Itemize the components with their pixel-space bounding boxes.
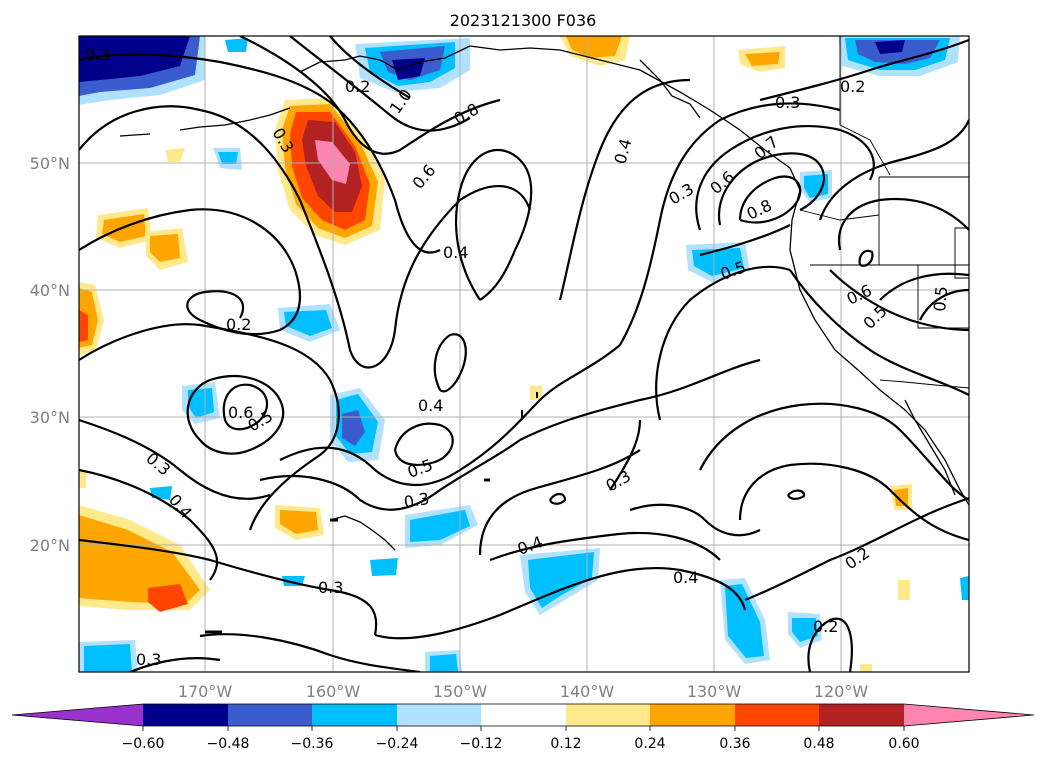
colorbar-tick-label: −0.48 xyxy=(207,736,250,752)
contour-label: 0.3 xyxy=(318,578,343,597)
colorbar-segment xyxy=(650,704,735,726)
contour-label: 0.2 xyxy=(840,77,865,96)
contour-label: 0.3 xyxy=(775,93,800,112)
lon-label: 160°W xyxy=(306,682,361,701)
contour-label: 0.3 xyxy=(136,650,161,669)
colorbar-segment xyxy=(566,704,650,726)
longitude-labels: 170°W 160°W 150°W 140°W 130°W 120°W xyxy=(178,682,869,701)
colorbar-ticks xyxy=(142,726,905,731)
lat-label: 20°N xyxy=(30,536,70,555)
colorbar-tick-label: −0.36 xyxy=(291,736,334,752)
graticule xyxy=(79,36,969,672)
contour-label: 0.2 xyxy=(226,315,251,334)
colorbar-segment xyxy=(397,704,481,726)
colorbar-segment xyxy=(735,704,819,726)
lon-label: 150°W xyxy=(433,682,488,701)
contour-label: 0.4 xyxy=(443,243,468,262)
colorbar-segment xyxy=(819,704,904,726)
map-panel: 0.3 0.2 1.0 0.8 0.3 0.2 0.3 0.6 0.4 0.4 … xyxy=(78,35,970,673)
colorbar-tick-label: −0.60 xyxy=(122,736,165,752)
map-title: 2023121300 F036 xyxy=(450,11,597,30)
lat-label: 50°N xyxy=(30,154,70,173)
colorbar-tick-label: 0.24 xyxy=(634,736,665,752)
colorbar-segment xyxy=(143,704,228,726)
colorbar-tick-label: 0.60 xyxy=(888,736,919,752)
colorbar-tick-label: 0.48 xyxy=(803,736,834,752)
colorbar-extend-low xyxy=(12,704,143,726)
contour-lines xyxy=(79,36,969,672)
lon-label: 130°W xyxy=(687,682,742,701)
lon-label: 120°W xyxy=(814,682,869,701)
lon-label: 140°W xyxy=(560,682,615,701)
lat-label: 30°N xyxy=(30,408,70,427)
contour-label: 0.2 xyxy=(813,617,838,636)
contour-label: 0.3 xyxy=(402,489,430,512)
contour-label: 0.5 xyxy=(930,285,951,312)
lon-label: 170°W xyxy=(178,682,233,701)
contour-label: 0.4 xyxy=(418,396,443,415)
contour-label: 0.6 xyxy=(228,403,253,422)
colorbar: −0.60 −0.48 −0.36 −0.24 −0.12 0.12 0.24 … xyxy=(11,703,1035,752)
contour-label: 0.2 xyxy=(345,77,370,96)
colorbar-tick-label: 0.12 xyxy=(550,736,581,752)
lat-label: 40°N xyxy=(30,281,70,300)
colorbar-tick-label: −0.12 xyxy=(460,736,503,752)
contour-label: 0.3 xyxy=(85,45,110,64)
colorbar-segment xyxy=(481,704,566,726)
latitude-labels: 50°N 40°N 30°N 20°N xyxy=(30,154,70,555)
colorbar-segment xyxy=(228,704,312,726)
colorbar-extend-high xyxy=(904,704,1034,726)
colorbar-tick-label: 0.36 xyxy=(719,736,750,752)
colorbar-tick-label: −0.24 xyxy=(376,736,419,752)
colorbar-segment xyxy=(312,704,397,726)
island-marks xyxy=(205,392,538,634)
contour-label: 0.4 xyxy=(673,568,698,587)
